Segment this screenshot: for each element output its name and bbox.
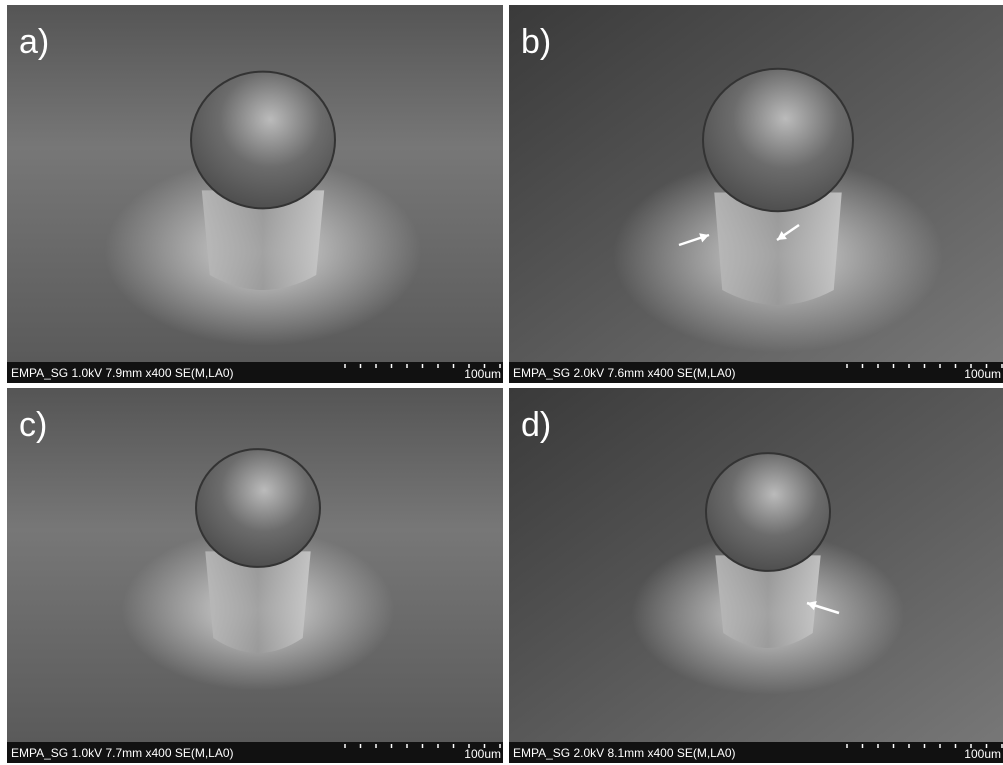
pillar-top (196, 449, 320, 567)
info-text: EMPA_SG 1.0kV 7.9mm x400 SE(M,LA0) (11, 366, 234, 380)
scale-text: 100um (964, 367, 1001, 381)
panel-label: c) (19, 406, 47, 444)
info-text: EMPA_SG 2.0kV 7.6mm x400 SE(M,LA0) (513, 366, 736, 380)
info-text: EMPA_SG 1.0kV 7.7mm x400 SE(M,LA0) (11, 746, 234, 760)
sem-panel: b) EMPA_SG 2.0kV 7.6mm x400 SE(M,LA0) 100u… (509, 5, 1003, 383)
figure: a) EMPA_SG 1.0kV 7.9mm x400 SE(M,LA0) 100u… (0, 0, 1003, 765)
panel-label: b) (521, 23, 551, 61)
sem-panel: d) EMPA_SG 2.0kV 8.1mm x400 SE(M,LA0) 100u… (509, 388, 1003, 763)
pillar-top (703, 69, 853, 212)
scale-text: 100um (964, 747, 1001, 761)
scale-text: 100um (464, 747, 501, 761)
sem-panel: a) EMPA_SG 1.0kV 7.9mm x400 SE(M,LA0) 100u… (7, 5, 503, 383)
scale-text: 100um (464, 367, 501, 381)
panel-label: d) (521, 406, 551, 444)
sem-panel: c) EMPA_SG 1.0kV 7.7mm x400 SE(M,LA0) 100u… (7, 388, 503, 763)
panel-label: a) (19, 23, 49, 61)
pillar-top (706, 453, 830, 571)
info-text: EMPA_SG 2.0kV 8.1mm x400 SE(M,LA0) (513, 746, 736, 760)
pillar-top (191, 72, 335, 209)
